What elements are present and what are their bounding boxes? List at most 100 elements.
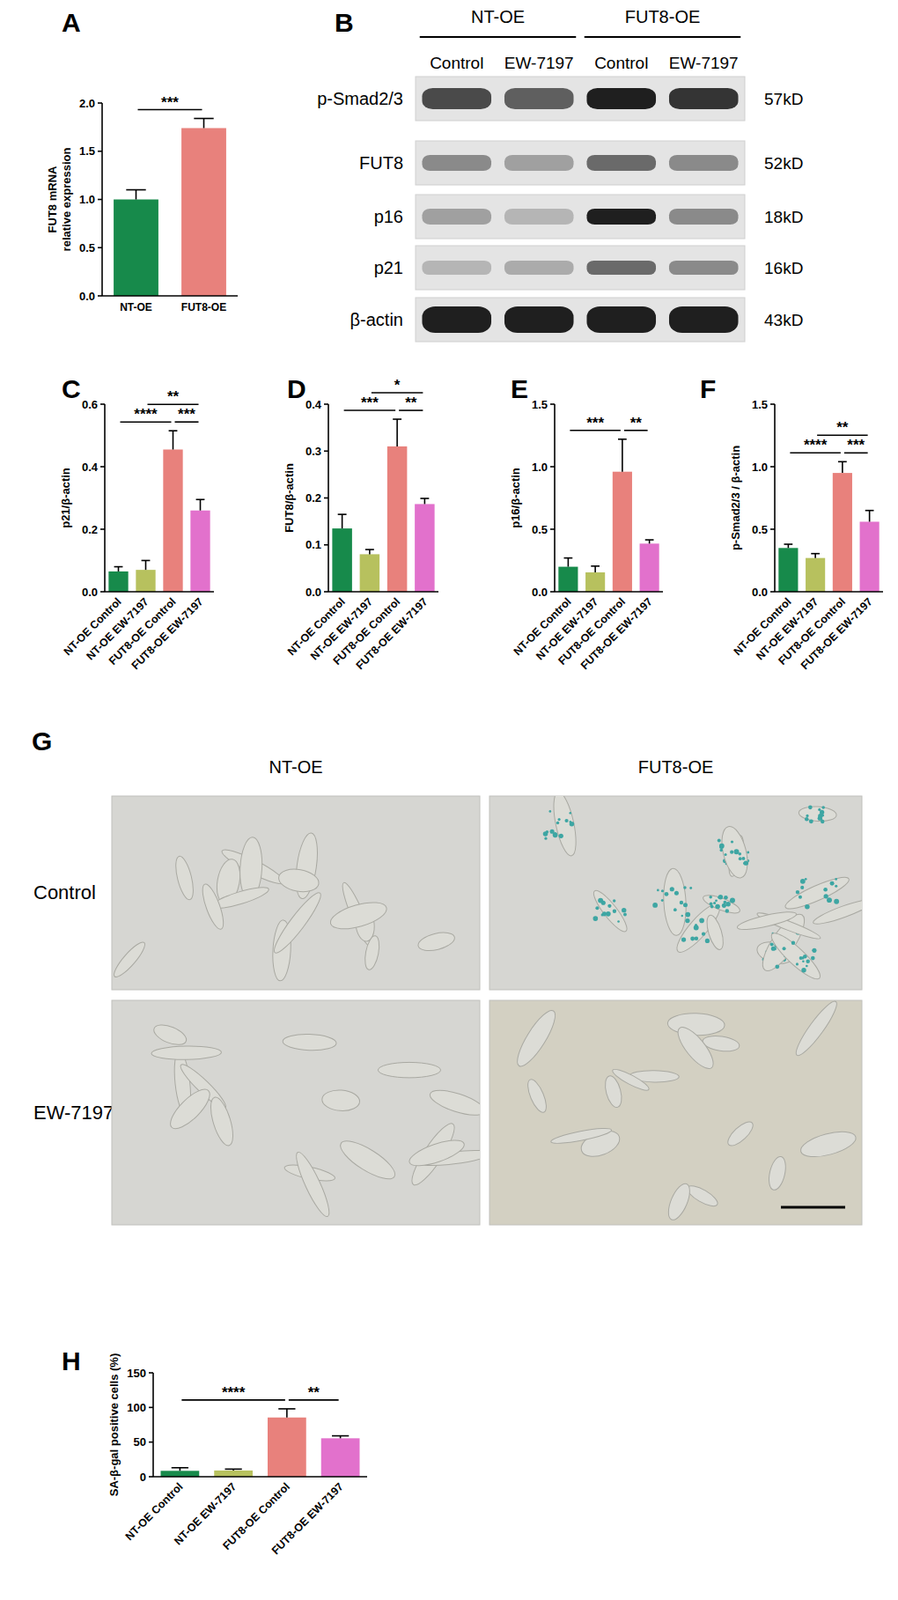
stain-dot <box>741 856 745 861</box>
y-axis-label: relative expression <box>59 147 74 252</box>
stain-dot <box>833 898 840 905</box>
y-tick <box>97 294 103 297</box>
stain-dot <box>823 887 828 892</box>
stain-dot <box>661 889 664 892</box>
y-tick <box>97 102 103 104</box>
error-stem <box>396 419 398 447</box>
y-tick <box>550 590 555 593</box>
stain-dot <box>801 967 806 972</box>
y-tick <box>323 544 329 546</box>
error-bar <box>141 560 151 571</box>
blot-band <box>586 154 656 171</box>
cell <box>610 1066 651 1094</box>
stain-dot <box>746 851 750 854</box>
size-label: 57kD <box>764 89 803 109</box>
stain-dot <box>701 931 706 935</box>
y-tick-label: 1.0 <box>751 460 768 474</box>
error-cap <box>645 538 655 541</box>
significance-label: *** <box>846 436 865 454</box>
y-axis-label: SA-β-gal positive cells (%) <box>107 1353 121 1497</box>
blot-band <box>421 260 492 275</box>
cell <box>172 853 198 901</box>
bar <box>267 1417 307 1477</box>
stain-dot <box>714 904 721 910</box>
y-tick <box>550 528 555 530</box>
y-tick-label: 0.1 <box>305 537 322 552</box>
stain-dot <box>810 819 814 823</box>
stain-dot <box>548 809 552 813</box>
cell <box>588 886 632 935</box>
stain-dot <box>774 964 780 969</box>
error-bar <box>784 544 794 548</box>
error-bar <box>169 430 178 449</box>
stain-dot <box>805 814 809 818</box>
stain-dot <box>811 948 817 953</box>
y-tick <box>323 497 329 500</box>
bar <box>832 472 853 592</box>
stain-dot <box>690 936 695 942</box>
cell <box>549 795 581 858</box>
row-label: EW-7197 <box>33 1101 114 1124</box>
y-tick-label: 1.0 <box>79 192 96 207</box>
stain-dot <box>673 907 678 912</box>
y-tick-label: 0.5 <box>531 522 548 537</box>
size-label: 52kD <box>764 154 803 173</box>
bar <box>321 1437 361 1477</box>
stain-dot <box>559 833 564 839</box>
bar <box>213 1470 253 1477</box>
protein-label: β-actin <box>350 309 404 330</box>
bar <box>161 1470 200 1477</box>
error-cap <box>278 1407 295 1410</box>
cell <box>362 934 383 971</box>
error-cap <box>193 117 214 120</box>
error-stem <box>172 430 175 449</box>
error-bar <box>193 118 214 129</box>
significance-label: *** <box>177 405 196 423</box>
blot-band <box>421 154 492 171</box>
stain-dot <box>597 898 604 904</box>
cell <box>198 882 228 932</box>
y-tick-label: 0.2 <box>305 491 322 505</box>
y-tick <box>97 198 103 201</box>
lane-label: Control <box>594 53 648 73</box>
cell <box>269 888 326 957</box>
cell <box>765 1155 788 1193</box>
cell <box>662 868 688 936</box>
y-tick <box>550 465 555 468</box>
error-bar <box>278 1408 295 1418</box>
error-cap <box>618 438 627 441</box>
stain-dot <box>737 852 742 856</box>
x-axis <box>102 294 238 297</box>
y-tick <box>100 465 105 468</box>
blot-band <box>586 260 656 275</box>
y-tick-label: 1.5 <box>531 397 548 412</box>
significance-label: *** <box>586 414 604 432</box>
stain-dot <box>623 912 627 917</box>
stain-dot <box>830 881 835 886</box>
panel-letter: G <box>31 726 52 756</box>
cell <box>684 1181 721 1210</box>
y-tick-label: 0 <box>139 1470 147 1484</box>
error-cap <box>338 513 347 516</box>
blot-strip <box>415 194 745 239</box>
y-tick <box>148 1475 154 1478</box>
cell <box>700 891 742 917</box>
y-tick <box>550 403 555 405</box>
lane-label: Control <box>429 53 484 73</box>
stain-dot <box>694 936 699 941</box>
stain-dot <box>569 821 575 827</box>
stain-dot <box>804 877 808 881</box>
y-axis-label: FUT8/β-actin <box>282 463 296 533</box>
blot-band <box>504 154 575 171</box>
significance-label: *** <box>161 94 179 111</box>
error-stem <box>341 514 344 529</box>
y-tick-label: 0.0 <box>751 585 768 599</box>
stain-dot <box>552 832 559 839</box>
stain-dot <box>661 898 664 902</box>
y-tick-label: 0.5 <box>751 522 768 537</box>
stain-dot <box>544 837 547 840</box>
error-stem <box>594 566 597 573</box>
stain-dot <box>674 890 679 896</box>
stain-dot <box>720 848 724 853</box>
stain-dot <box>664 891 670 897</box>
